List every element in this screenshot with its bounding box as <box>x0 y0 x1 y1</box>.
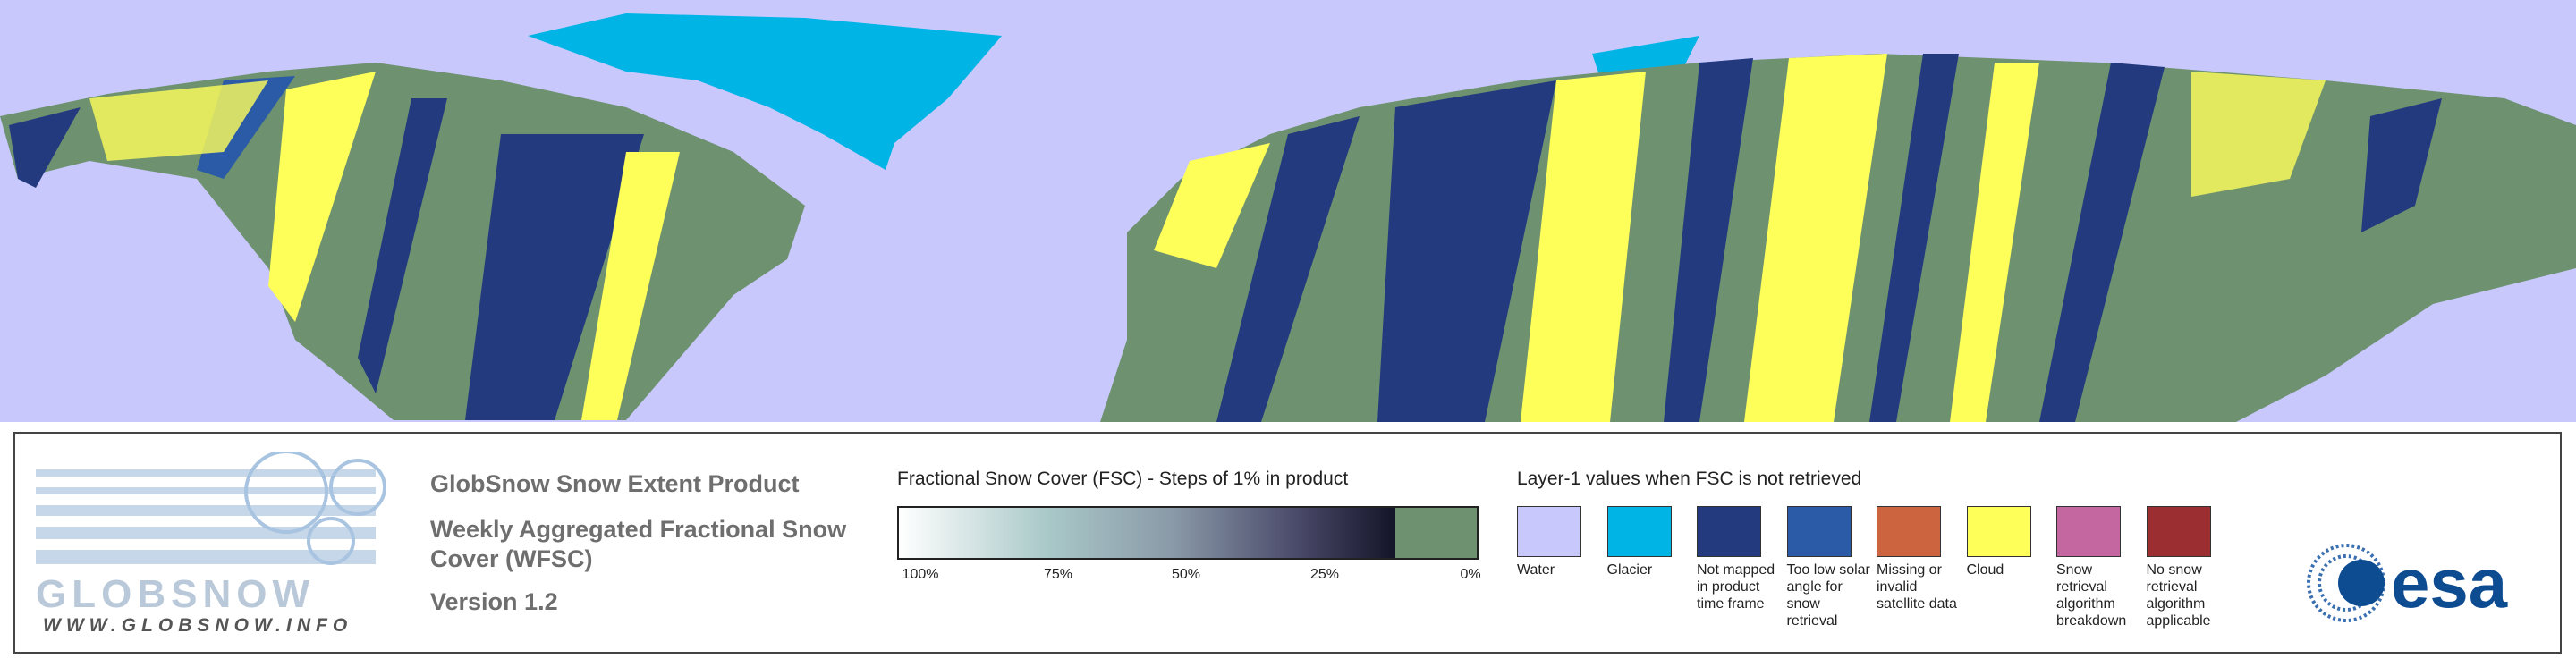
layer-label: Cloud <box>1966 562 2004 578</box>
layer-title: Layer-1 values when FSC is not retrieved <box>1517 469 1862 489</box>
layer-label: Glacier <box>1606 562 1653 578</box>
fsc-tick-label: 0% <box>1460 567 1481 582</box>
fsc-tick-label: 25% <box>1309 567 1340 582</box>
layer-swatch <box>2056 506 2121 557</box>
layer-swatch <box>1517 506 1581 557</box>
globsnow-logo <box>36 452 386 565</box>
fsc-colorbar <box>897 506 1479 560</box>
esa-logo: esa <box>2307 544 2508 622</box>
layer-label: Too low solar angle for snow retrieval <box>1786 562 1870 629</box>
globsnow-url: WWW.GLOBSNOW.INFO <box>43 615 353 636</box>
layer-swatch <box>2146 506 2211 557</box>
fsc-zero <box>1394 508 1477 558</box>
product-subtitle: Weekly Aggregated Fractional Snow Cover … <box>430 516 847 572</box>
esa-text: esa <box>2391 544 2508 622</box>
layer-swatch <box>1786 506 1852 557</box>
layer-swatch <box>1697 506 1761 557</box>
fsc-title: Fractional Snow Cover (FSC) - Steps of 1… <box>897 469 1349 489</box>
layer-label: Missing or invalid satellite data <box>1877 562 1957 612</box>
fsc-tick-label: 50% <box>1171 567 1201 582</box>
layer-label: Water <box>1517 562 1555 578</box>
fsc-gradient <box>899 508 1395 558</box>
layer-swatch <box>1966 506 2031 557</box>
legend-panel <box>13 432 2562 654</box>
product-title: GlobSnow Snow Extent Product <box>430 470 800 497</box>
layer-label: No snow retrieval algorithm applicable <box>2146 562 2211 629</box>
layer-swatch <box>1606 506 1672 557</box>
layer-swatch <box>1877 506 1941 557</box>
product-version: Version 1.2 <box>430 588 558 615</box>
fsc-tick-label: 100% <box>902 567 939 582</box>
globsnow-text: GLOBSNOW <box>36 572 315 616</box>
fsc-tick-label: 75% <box>1043 567 1073 582</box>
layer-label: Snow retrieval algorithm breakdown <box>2056 562 2127 629</box>
snow-map <box>0 0 2576 422</box>
layer-label: Not mapped in product time frame <box>1697 562 1775 612</box>
